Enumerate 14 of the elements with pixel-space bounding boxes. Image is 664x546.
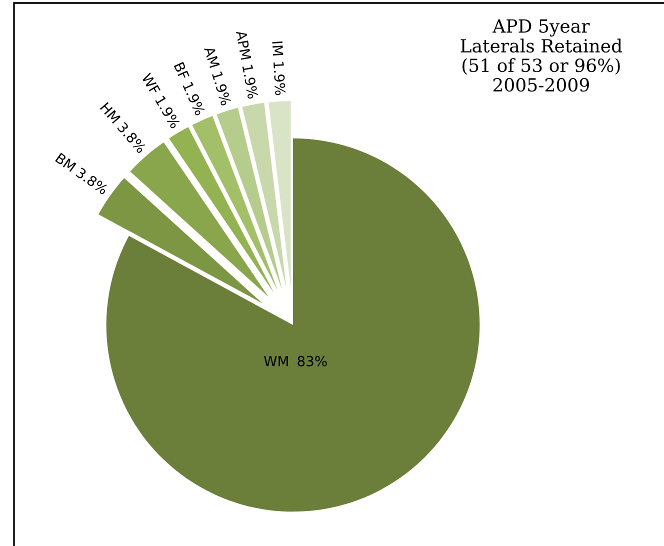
slice-label: HM	[100, 102, 121, 124]
data-label: 1.9%	[242, 64, 258, 100]
data-label: 1.9%	[182, 82, 206, 116]
data-label: 1.9%	[212, 71, 232, 106]
data-label: 83%	[298, 356, 327, 366]
text: APD 5year Laterals Retained (51 of 53 or 96%) 2005-2009	[460, 19, 622, 92]
slice-label: AM	[204, 46, 220, 68]
data-label: 1.9%	[273, 62, 286, 96]
slice-label: WM	[264, 356, 288, 366]
slice-label: IM	[272, 42, 284, 56]
slice-label: BF	[174, 62, 190, 80]
slice-label: WF	[141, 72, 161, 96]
slice-label: BM	[55, 152, 76, 172]
slice-label: APM	[236, 30, 252, 60]
